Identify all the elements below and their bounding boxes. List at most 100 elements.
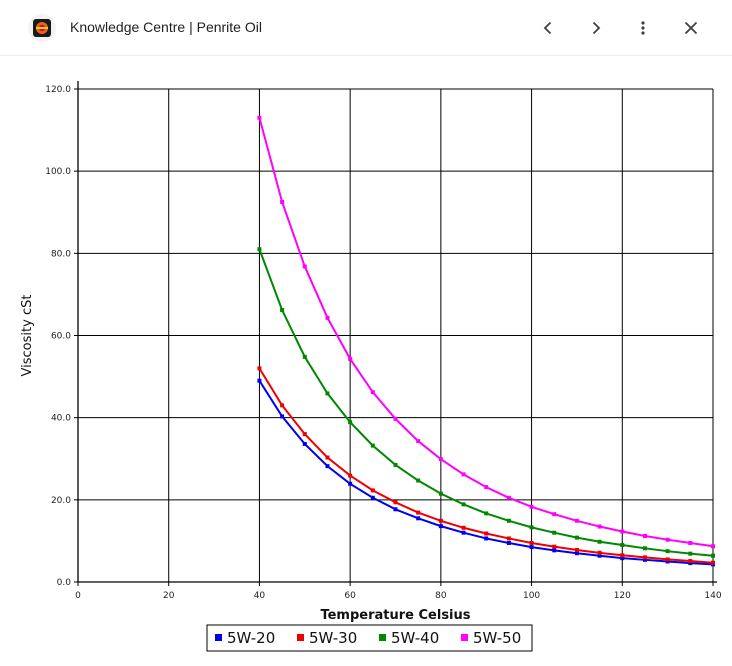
y-tick-label: 120.0: [45, 85, 71, 95]
data-point: [302, 441, 307, 446]
more-options-button[interactable]: [629, 14, 657, 42]
chevron-right-icon: [592, 21, 601, 35]
back-button[interactable]: [534, 14, 562, 42]
data-point: [688, 561, 693, 566]
data-point: [461, 472, 466, 477]
data-point: [280, 414, 285, 419]
data-point: [711, 544, 715, 549]
data-point: [642, 546, 647, 551]
data-point: [597, 553, 602, 558]
data-point: [348, 420, 353, 425]
data-point: [665, 537, 670, 542]
series-5w-50: [257, 115, 715, 549]
x-tick-label: 40: [254, 591, 266, 601]
chart-area: 0 20 40 60 80 100 120 140 0.0 20.0 40.0 60.0 80.0 100…: [0, 56, 732, 666]
legend-label: 5W-30: [309, 629, 357, 647]
data-point: [711, 560, 715, 565]
data-point: [348, 473, 353, 478]
series-5w-40: [257, 247, 715, 558]
x-tick-label: 60: [344, 591, 356, 601]
x-tick-label: 20: [163, 591, 175, 601]
data-point: [597, 539, 602, 544]
y-tick-label: 40.0: [51, 414, 71, 424]
viscosity-chart: 0 20 40 60 80 100 120 140 0.0 20.0 40.0 60.0 80.0 100…: [20, 81, 722, 652]
x-tick-label: 140: [704, 591, 721, 601]
data-point: [711, 553, 715, 558]
data-point: [574, 535, 579, 540]
data-point: [552, 530, 557, 535]
data-point: [302, 354, 307, 359]
y-axis-title: Viscosity cSt: [20, 295, 35, 377]
data-point: [393, 507, 398, 512]
data-point: [325, 455, 330, 460]
data-point: [484, 485, 489, 490]
legend-marker: [297, 634, 304, 641]
forward-button[interactable]: [582, 14, 610, 42]
x-axis-title: Temperature Celsius: [320, 608, 470, 623]
y-tick-label: 100.0: [45, 167, 71, 177]
legend-label: 5W-20: [227, 629, 275, 647]
data-point: [506, 536, 511, 541]
data-point: [438, 518, 443, 523]
data-point: [529, 504, 534, 509]
data-point: [484, 536, 489, 541]
data-point: [348, 356, 353, 361]
x-tick-label: 80: [435, 591, 447, 601]
data-point: [574, 551, 579, 556]
data-point: [529, 525, 534, 530]
legend-marker: [461, 634, 468, 641]
page-title: Knowledge Centre | Penrite Oil: [70, 19, 262, 35]
data-point: [257, 378, 262, 383]
data-point: [665, 557, 670, 562]
series-line: [258, 248, 714, 557]
chevron-left-icon: [543, 21, 552, 35]
data-point: [642, 555, 647, 560]
data-point: [280, 308, 285, 313]
y-tick-label: 80.0: [51, 249, 71, 259]
data-point: [688, 540, 693, 545]
data-point: [461, 502, 466, 507]
data-point: [461, 525, 466, 530]
more-vert-icon: [641, 21, 645, 35]
data-point: [370, 390, 375, 395]
data-point: [257, 366, 262, 371]
data-point: [506, 540, 511, 545]
data-point: [280, 199, 285, 204]
series-5w-20: [257, 378, 715, 567]
data-point: [393, 416, 398, 421]
data-point: [348, 481, 353, 486]
data-point: [370, 488, 375, 493]
data-point: [416, 439, 421, 444]
legend-box: [206, 624, 533, 652]
data-point: [552, 544, 557, 549]
legend-marker: [379, 634, 386, 641]
data-point: [257, 247, 262, 252]
data-point: [438, 457, 443, 462]
data-point: [642, 533, 647, 538]
data-point: [280, 403, 285, 408]
data-point: [620, 529, 625, 534]
data-point: [529, 545, 534, 550]
data-point: [484, 531, 489, 536]
legend-marker: [215, 634, 222, 641]
data-point: [438, 524, 443, 529]
data-point: [416, 478, 421, 483]
data-point: [393, 462, 398, 467]
legend-label: 5W-50: [473, 629, 521, 647]
close-icon: [684, 21, 698, 35]
legend: 5W-20 5W-30 5W-40 5W-50: [206, 624, 533, 652]
data-point: [506, 495, 511, 500]
y-tick-label: 60.0: [51, 332, 71, 342]
x-tick-label: 0: [75, 591, 81, 601]
data-point: [370, 443, 375, 448]
data-point: [506, 518, 511, 523]
series-5w-30: [257, 366, 715, 565]
data-point: [665, 559, 670, 564]
close-button[interactable]: [677, 14, 705, 42]
legend-label: 5W-40: [391, 629, 439, 647]
data-point: [393, 500, 398, 505]
data-point: [416, 510, 421, 515]
data-point: [257, 115, 262, 120]
data-point: [302, 264, 307, 269]
y-tick-label: 20.0: [51, 496, 71, 506]
